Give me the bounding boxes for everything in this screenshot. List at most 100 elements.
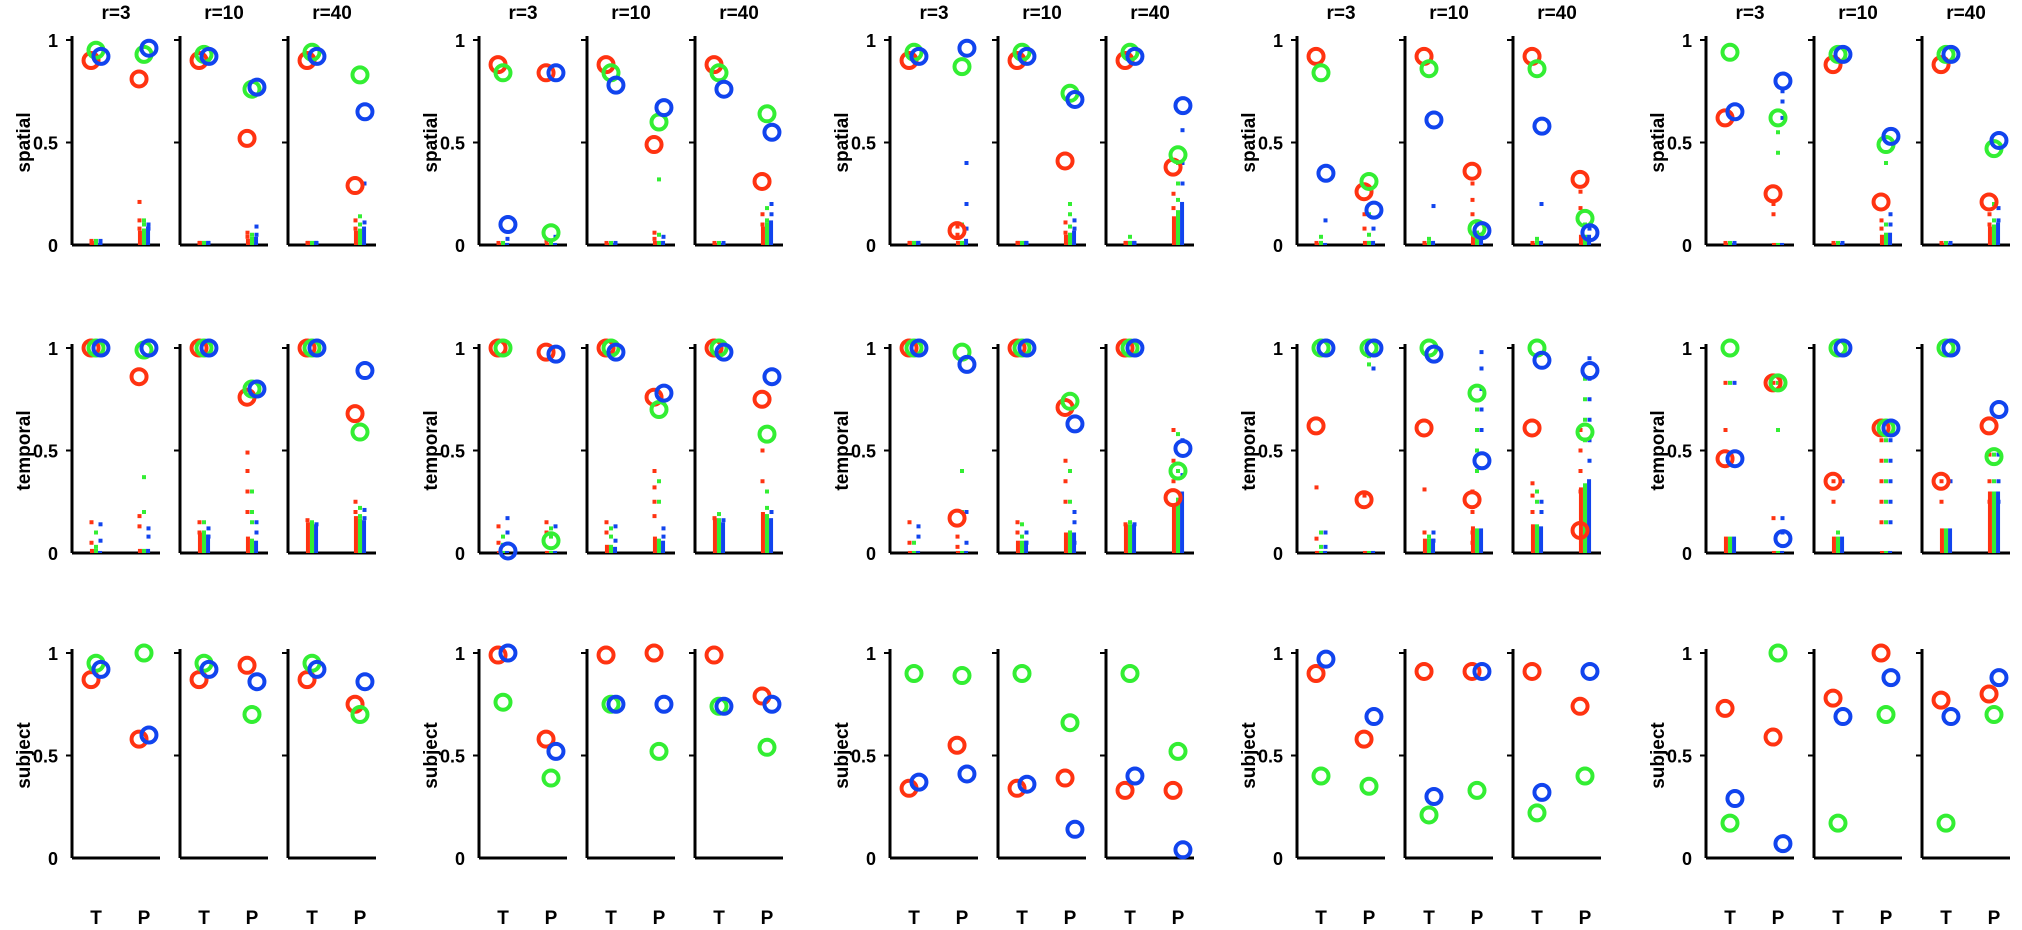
bar xyxy=(1836,536,1840,553)
point xyxy=(358,514,362,519)
point xyxy=(146,226,151,231)
panel-subject xyxy=(1399,649,1493,860)
point xyxy=(1367,362,1371,367)
row-label: spatial xyxy=(832,112,853,172)
point xyxy=(1836,530,1840,535)
point xyxy=(358,222,362,227)
ring-marker xyxy=(1941,44,1961,64)
panel-spatial xyxy=(174,36,268,247)
point xyxy=(765,489,769,494)
row-label: spatial xyxy=(1239,112,1260,172)
ring-marker xyxy=(1580,361,1600,381)
ring-marker xyxy=(1989,668,2009,688)
column-title: r=10 xyxy=(204,3,244,24)
panel-spatial xyxy=(1399,36,1493,247)
point xyxy=(1072,226,1077,231)
point xyxy=(549,526,553,531)
point xyxy=(250,510,254,514)
point xyxy=(1314,240,1319,245)
point xyxy=(717,240,721,245)
ring-marker xyxy=(307,46,327,66)
bar xyxy=(1180,201,1185,245)
bar xyxy=(1578,487,1583,553)
y-tick-label: 1 xyxy=(455,31,465,51)
x-tick-label: P xyxy=(761,908,774,929)
ring-marker xyxy=(1125,766,1145,786)
point xyxy=(1470,540,1475,545)
point xyxy=(1171,479,1176,484)
point xyxy=(1732,240,1737,245)
ring-marker xyxy=(1979,684,1999,704)
ring-marker xyxy=(307,659,327,679)
bar xyxy=(1879,234,1884,245)
ring-marker xyxy=(81,670,101,690)
point xyxy=(1362,212,1367,217)
point xyxy=(1530,481,1535,486)
point xyxy=(137,226,142,231)
bar xyxy=(1128,524,1132,553)
point xyxy=(1072,510,1077,514)
bar xyxy=(1427,538,1431,553)
ring-marker xyxy=(1125,338,1145,358)
bar xyxy=(137,548,142,553)
bar xyxy=(353,230,358,245)
y-tick-label: 0.5 xyxy=(1667,134,1692,154)
bar xyxy=(505,550,510,553)
point xyxy=(661,526,666,531)
bar xyxy=(505,242,510,245)
point xyxy=(1587,458,1592,463)
point xyxy=(1024,530,1029,535)
bar xyxy=(760,226,765,245)
ring-marker xyxy=(1306,416,1326,436)
point xyxy=(98,238,103,243)
bar xyxy=(142,548,146,553)
point xyxy=(245,234,250,239)
point xyxy=(1171,428,1176,432)
ring-marker xyxy=(91,659,111,679)
bar xyxy=(1063,532,1068,553)
point xyxy=(1944,530,1948,535)
point xyxy=(717,512,721,517)
point xyxy=(1020,534,1024,539)
panel-spatial xyxy=(473,36,567,247)
ring-marker xyxy=(1060,391,1080,411)
point xyxy=(1578,428,1583,432)
point xyxy=(142,222,146,227)
ring-marker xyxy=(1462,661,1482,681)
point xyxy=(1583,417,1587,422)
column-title: r=10 xyxy=(1429,3,1469,24)
ring-marker xyxy=(1364,338,1384,358)
point xyxy=(1944,240,1948,245)
panel-subject xyxy=(174,649,268,860)
point xyxy=(1123,522,1128,527)
x-tick-label: T xyxy=(198,908,210,929)
ring-marker xyxy=(1354,729,1374,749)
point xyxy=(1888,222,1893,227)
point xyxy=(94,544,98,549)
row-label: subject xyxy=(421,722,442,789)
point xyxy=(1063,479,1068,484)
bar xyxy=(1367,240,1371,245)
bar xyxy=(89,548,94,553)
point xyxy=(964,226,969,231)
panel-temporal xyxy=(66,338,160,555)
bar xyxy=(245,238,250,245)
ring-marker xyxy=(1823,688,1843,708)
column-title: r=40 xyxy=(719,3,759,24)
point xyxy=(146,534,151,539)
point xyxy=(1171,191,1176,196)
point xyxy=(1539,510,1544,514)
bar xyxy=(652,240,657,245)
point xyxy=(1422,530,1427,535)
ring-marker xyxy=(1359,171,1379,191)
point xyxy=(1948,240,1953,245)
ring-marker xyxy=(1017,338,1037,358)
point xyxy=(505,236,510,241)
point xyxy=(1831,479,1836,484)
ring-marker xyxy=(1725,102,1745,122)
point xyxy=(250,520,254,525)
point xyxy=(613,524,618,529)
y-tick-label: 0.5 xyxy=(440,134,465,154)
point xyxy=(1470,212,1475,217)
